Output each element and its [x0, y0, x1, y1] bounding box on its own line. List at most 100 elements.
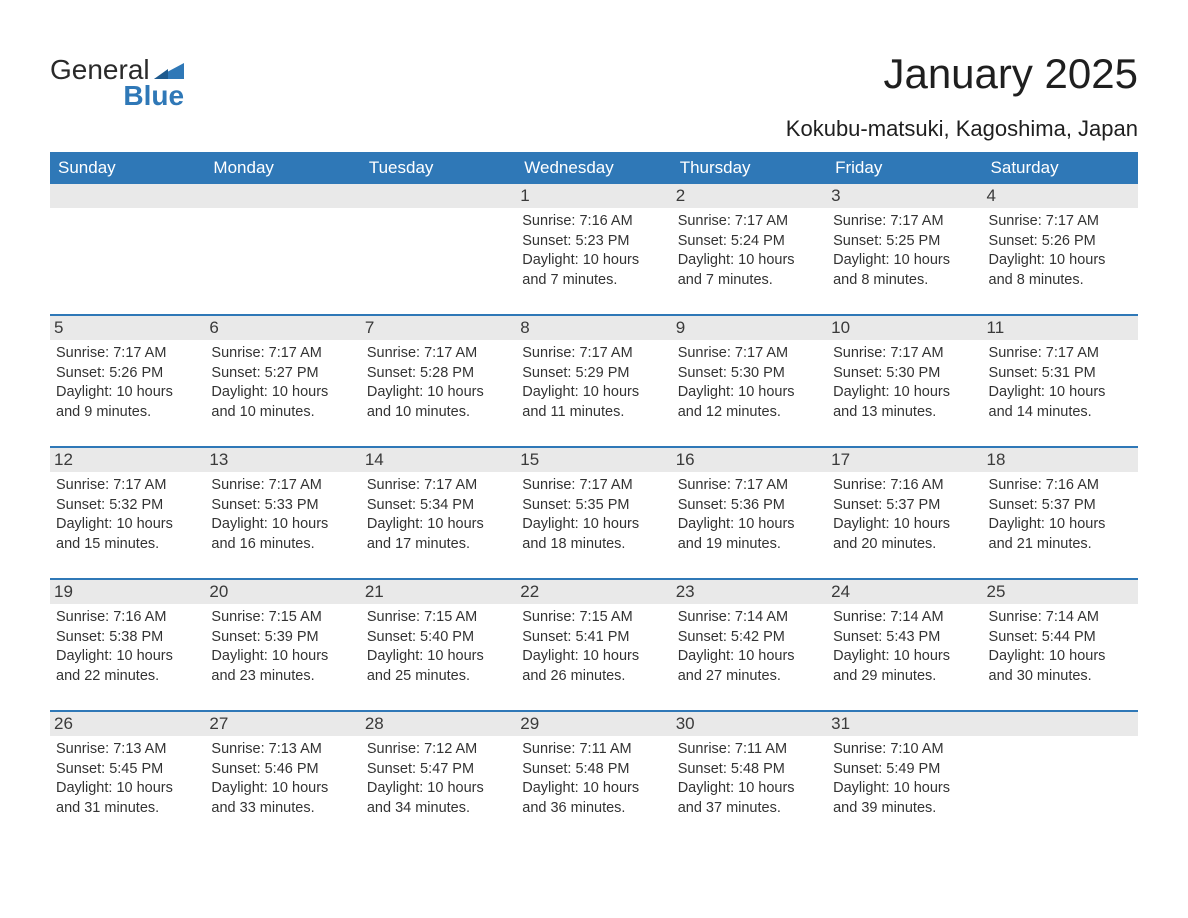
day-body: Sunrise: 7:16 AMSunset: 5:38 PMDaylight:… — [56, 608, 199, 686]
day-cell — [50, 184, 205, 302]
sunset-line: Sunset: 5:48 PM — [522, 760, 665, 780]
sunrise-line: Sunrise: 7:17 AM — [56, 344, 199, 364]
brand-logo: General Blue — [50, 50, 184, 110]
day-cell: 30Sunrise: 7:11 AMSunset: 5:48 PMDayligh… — [672, 712, 827, 830]
day-cell: 18Sunrise: 7:16 AMSunset: 5:37 PMDayligh… — [983, 448, 1138, 566]
day-body: Sunrise: 7:14 AMSunset: 5:43 PMDaylight:… — [833, 608, 976, 686]
day-body: Sunrise: 7:17 AMSunset: 5:35 PMDaylight:… — [522, 476, 665, 554]
day-number: 4 — [983, 184, 1138, 208]
day-number: 7 — [361, 316, 516, 340]
sunset-line: Sunset: 5:36 PM — [678, 496, 821, 516]
day-body: Sunrise: 7:12 AMSunset: 5:47 PMDaylight:… — [367, 740, 510, 818]
sunrise-line: Sunrise: 7:16 AM — [833, 476, 976, 496]
daylight-line: Daylight: 10 hours and 13 minutes. — [833, 383, 976, 422]
day-cell: 19Sunrise: 7:16 AMSunset: 5:38 PMDayligh… — [50, 580, 205, 698]
week-row: 26Sunrise: 7:13 AMSunset: 5:45 PMDayligh… — [50, 710, 1138, 830]
sunset-line: Sunset: 5:38 PM — [56, 628, 199, 648]
weekday-header-cell: Thursday — [672, 152, 827, 184]
sunset-line: Sunset: 5:43 PM — [833, 628, 976, 648]
day-number: 12 — [50, 448, 205, 472]
day-body: Sunrise: 7:15 AMSunset: 5:40 PMDaylight:… — [367, 608, 510, 686]
day-number: 15 — [516, 448, 671, 472]
day-number: 24 — [827, 580, 982, 604]
day-cell: 3Sunrise: 7:17 AMSunset: 5:25 PMDaylight… — [827, 184, 982, 302]
day-number: 17 — [827, 448, 982, 472]
day-body: Sunrise: 7:17 AMSunset: 5:36 PMDaylight:… — [678, 476, 821, 554]
day-number: 6 — [205, 316, 360, 340]
sunrise-line: Sunrise: 7:17 AM — [367, 476, 510, 496]
sunset-line: Sunset: 5:26 PM — [989, 232, 1132, 252]
day-body: Sunrise: 7:17 AMSunset: 5:30 PMDaylight:… — [833, 344, 976, 422]
day-body: Sunrise: 7:14 AMSunset: 5:42 PMDaylight:… — [678, 608, 821, 686]
daylight-line: Daylight: 10 hours and 33 minutes. — [211, 779, 354, 818]
day-number: 26 — [50, 712, 205, 736]
day-number: 11 — [983, 316, 1138, 340]
sunrise-line: Sunrise: 7:17 AM — [367, 344, 510, 364]
sunrise-line: Sunrise: 7:15 AM — [211, 608, 354, 628]
sunrise-line: Sunrise: 7:17 AM — [833, 212, 976, 232]
sunrise-line: Sunrise: 7:17 AM — [678, 476, 821, 496]
day-cell: 31 Sunrise: 7:10 AMSunset: 5:49 PMDayligh… — [827, 712, 982, 830]
sunrise-line: Sunrise: 7:16 AM — [522, 212, 665, 232]
day-body: Sunrise: 7:11 AMSunset: 5:48 PMDaylight:… — [522, 740, 665, 818]
day-body: Sunrise: 7:17 AMSunset: 5:31 PMDaylight:… — [989, 344, 1132, 422]
daylight-line: Daylight: 10 hours and 21 minutes. — [989, 515, 1132, 554]
sunset-line: Sunset: 5:41 PM — [522, 628, 665, 648]
day-number: 31 — [827, 712, 982, 736]
day-body: Sunrise: 7:17 AMSunset: 5:32 PMDaylight:… — [56, 476, 199, 554]
day-number: 22 — [516, 580, 671, 604]
sunset-line: Sunset: 5:42 PM — [678, 628, 821, 648]
sunset-line: Sunset: 5:37 PM — [833, 496, 976, 516]
sunset-line: Sunset: 5:32 PM — [56, 496, 199, 516]
sunset-line: Sunset: 5:29 PM — [522, 364, 665, 384]
daylight-line: Daylight: 10 hours and 22 minutes. — [56, 647, 199, 686]
day-cell: 15 Sunrise: 7:17 AMSunset: 5:35 PMDayligh… — [516, 448, 671, 566]
day-body: Sunrise: 7:10 AMSunset: 5:49 PMDaylight:… — [833, 740, 976, 818]
sunrise-line: Sunrise: 7:11 AM — [678, 740, 821, 760]
day-cell: 20Sunrise: 7:15 AMSunset: 5:39 PMDayligh… — [205, 580, 360, 698]
sunrise-line: Sunrise: 7:14 AM — [833, 608, 976, 628]
day-body: Sunrise: 7:16 AMSunset: 5:23 PMDaylight:… — [522, 212, 665, 290]
weekday-header-row: SundayMondayTuesdayWednesdayThursdayFrid… — [50, 152, 1138, 184]
day-number: 27 — [205, 712, 360, 736]
day-cell: 1Sunrise: 7:16 AMSunset: 5:23 PMDaylight… — [516, 184, 671, 302]
daylight-line: Daylight: 10 hours and 37 minutes. — [678, 779, 821, 818]
calendar-page: General Blue January 2025 Kokubu-matsuki… — [0, 0, 1188, 870]
day-cell: 28 Sunrise: 7:12 AMSunset: 5:47 PMDayligh… — [361, 712, 516, 830]
day-number: 8 — [516, 316, 671, 340]
day-number: 25 — [983, 580, 1138, 604]
sunrise-line: Sunrise: 7:17 AM — [522, 344, 665, 364]
day-cell: 23Sunrise: 7:14 AMSunset: 5:42 PMDayligh… — [672, 580, 827, 698]
day-number: 20 — [205, 580, 360, 604]
sunrise-line: Sunrise: 7:15 AM — [367, 608, 510, 628]
sunset-line: Sunset: 5:44 PM — [989, 628, 1132, 648]
daylight-line: Daylight: 10 hours and 7 minutes. — [678, 251, 821, 290]
day-number: 9 — [672, 316, 827, 340]
day-body: Sunrise: 7:17 AMSunset: 5:26 PMDaylight:… — [989, 212, 1132, 290]
sunrise-line: Sunrise: 7:14 AM — [989, 608, 1132, 628]
daylight-line: Daylight: 10 hours and 23 minutes. — [211, 647, 354, 686]
day-cell — [205, 184, 360, 302]
empty-day-bar — [50, 184, 205, 208]
day-cell: 27Sunrise: 7:13 AMSunset: 5:46 PMDayligh… — [205, 712, 360, 830]
sunrise-line: Sunrise: 7:17 AM — [678, 212, 821, 232]
day-number: 21 — [361, 580, 516, 604]
day-cell: 24 Sunrise: 7:14 AMSunset: 5:43 PMDayligh… — [827, 580, 982, 698]
day-body: Sunrise: 7:15 AMSunset: 5:41 PMDaylight:… — [522, 608, 665, 686]
daylight-line: Daylight: 10 hours and 8 minutes. — [989, 251, 1132, 290]
sunrise-line: Sunrise: 7:13 AM — [56, 740, 199, 760]
day-cell: 12 Sunrise: 7:17 AMSunset: 5:32 PMDayligh… — [50, 448, 205, 566]
page-header: General Blue January 2025 Kokubu-matsuki… — [50, 50, 1138, 142]
daylight-line: Daylight: 10 hours and 15 minutes. — [56, 515, 199, 554]
daylight-line: Daylight: 10 hours and 39 minutes. — [833, 779, 976, 818]
day-body: Sunrise: 7:17 AMSunset: 5:24 PMDaylight:… — [678, 212, 821, 290]
day-number: 28 — [361, 712, 516, 736]
day-number: 10 — [827, 316, 982, 340]
day-cell: 2Sunrise: 7:17 AMSunset: 5:24 PMDaylight… — [672, 184, 827, 302]
logo-text-block: General Blue — [50, 56, 184, 110]
sunset-line: Sunset: 5:48 PM — [678, 760, 821, 780]
day-cell: 8Sunrise: 7:17 AMSunset: 5:29 PMDaylight… — [516, 316, 671, 434]
weekday-header-cell: Monday — [205, 152, 360, 184]
day-cell: 7Sunrise: 7:17 AMSunset: 5:28 PMDaylight… — [361, 316, 516, 434]
empty-day-bar — [361, 184, 516, 208]
